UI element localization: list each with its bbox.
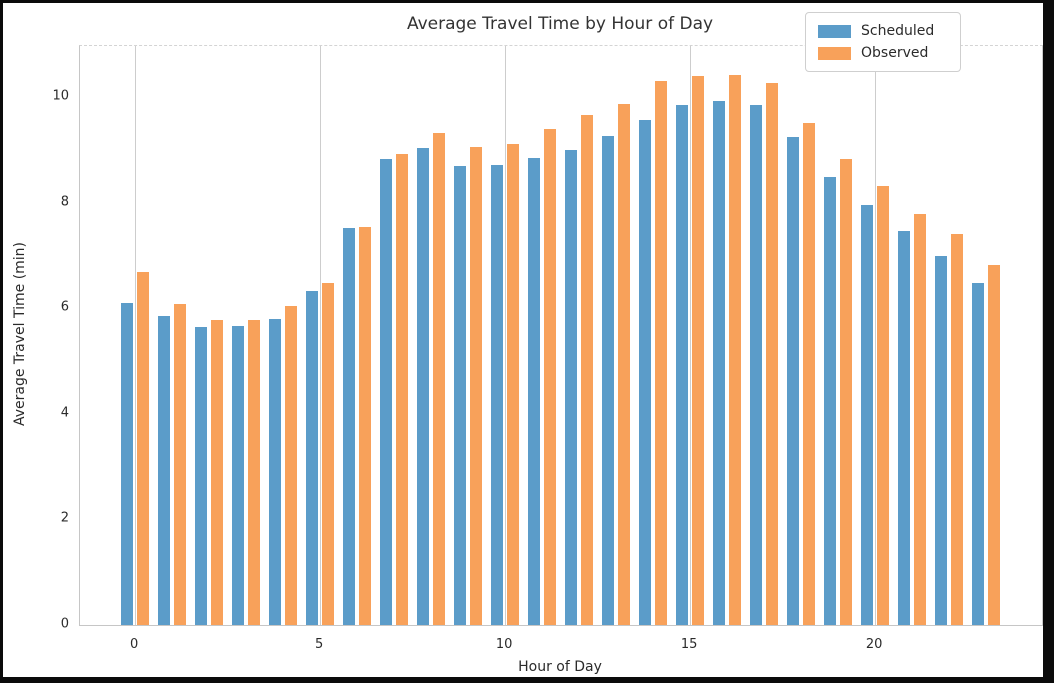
bar-observed-hour-5 bbox=[322, 282, 335, 625]
bar-scheduled-hour-17 bbox=[750, 105, 763, 625]
bar-scheduled-hour-4 bbox=[269, 318, 282, 625]
x-tick-label-15: 15 bbox=[680, 637, 698, 652]
legend-item-observed: Observed bbox=[818, 42, 950, 64]
bar-observed-hour-18 bbox=[803, 123, 816, 625]
bar-observed-hour-21 bbox=[914, 213, 927, 625]
bar-observed-hour-16 bbox=[729, 75, 742, 625]
bar-scheduled-hour-10 bbox=[491, 165, 504, 625]
x-tick-label-5: 5 bbox=[315, 637, 324, 652]
bar-scheduled-hour-20 bbox=[861, 204, 874, 625]
legend-label: Observed bbox=[861, 45, 929, 61]
bar-scheduled-hour-15 bbox=[676, 105, 689, 625]
bar-scheduled-hour-0 bbox=[121, 303, 134, 625]
y-tick-label-6: 6 bbox=[60, 299, 69, 315]
bar-observed-hour-13 bbox=[618, 104, 631, 625]
chart-figure: Average Travel Time by Hour of Day 0 2 4 6 8… bbox=[3, 3, 1043, 677]
bar-observed-hour-9 bbox=[470, 146, 483, 625]
bar-observed-hour-8 bbox=[433, 132, 446, 625]
bar-observed-hour-1 bbox=[174, 304, 187, 625]
legend-item-scheduled: Scheduled bbox=[818, 20, 950, 42]
bar-observed-hour-11 bbox=[544, 128, 557, 625]
chart-title: Average Travel Time by Hour of Day bbox=[406, 14, 714, 34]
bar-observed-hour-6 bbox=[359, 226, 372, 625]
bar-scheduled-hour-6 bbox=[343, 228, 356, 625]
bar-observed-hour-0 bbox=[137, 272, 150, 625]
bar-observed-hour-20 bbox=[877, 186, 890, 625]
y-tick-label-0: 0 bbox=[60, 616, 69, 632]
legend-swatch-icon bbox=[818, 24, 851, 38]
bar-observed-hour-17 bbox=[766, 83, 779, 625]
bar-scheduled-hour-16 bbox=[713, 100, 726, 625]
bar-scheduled-hour-18 bbox=[787, 137, 800, 625]
x-tick-label-10: 10 bbox=[495, 637, 513, 652]
y-tick-label-8: 8 bbox=[60, 194, 69, 210]
bar-scheduled-hour-9 bbox=[454, 165, 467, 625]
gridline-hour-20 bbox=[874, 46, 876, 625]
gridline-hour-0 bbox=[134, 46, 136, 625]
x-tick-label-20: 20 bbox=[865, 637, 883, 652]
bar-scheduled-hour-14 bbox=[639, 120, 652, 625]
gridline-hour-5 bbox=[319, 46, 321, 625]
bar-observed-hour-7 bbox=[396, 154, 409, 625]
y-axis-label: Average Travel Time (min) bbox=[12, 241, 28, 427]
bar-observed-hour-10 bbox=[507, 143, 520, 625]
bar-scheduled-hour-23 bbox=[972, 282, 985, 625]
bar-scheduled-hour-22 bbox=[935, 256, 948, 625]
bar-observed-hour-3 bbox=[248, 320, 261, 625]
bar-observed-hour-22 bbox=[951, 234, 964, 625]
bar-scheduled-hour-1 bbox=[158, 316, 171, 625]
bar-scheduled-hour-13 bbox=[602, 135, 615, 625]
bar-scheduled-hour-3 bbox=[232, 325, 245, 625]
x-axis-label: Hour of Day bbox=[518, 659, 602, 675]
bar-observed-hour-19 bbox=[840, 159, 853, 625]
plot-area bbox=[79, 45, 1043, 626]
gridline-hour-10 bbox=[504, 46, 506, 625]
x-tick-label-0: 0 bbox=[130, 637, 139, 652]
y-tick-label-10: 10 bbox=[52, 88, 69, 104]
y-tick-label-4: 4 bbox=[60, 405, 69, 421]
legend-swatch-icon bbox=[818, 46, 851, 60]
bar-observed-hour-12 bbox=[581, 115, 594, 625]
y-tick-label-2: 2 bbox=[60, 510, 69, 526]
legend: Scheduled Observed bbox=[805, 12, 961, 72]
bar-scheduled-hour-7 bbox=[380, 158, 393, 625]
bar-observed-hour-4 bbox=[285, 305, 298, 625]
bar-scheduled-hour-19 bbox=[824, 177, 837, 625]
bar-observed-hour-15 bbox=[692, 76, 705, 625]
bar-observed-hour-2 bbox=[211, 319, 224, 625]
bar-observed-hour-23 bbox=[988, 265, 1001, 625]
bar-observed-hour-14 bbox=[655, 81, 668, 625]
bar-scheduled-hour-21 bbox=[898, 231, 911, 625]
legend-label: Scheduled bbox=[861, 23, 935, 39]
gridline-hour-15 bbox=[689, 46, 691, 625]
bar-scheduled-hour-12 bbox=[565, 149, 578, 625]
bar-scheduled-hour-2 bbox=[195, 326, 208, 625]
bar-scheduled-hour-8 bbox=[417, 147, 430, 625]
bar-scheduled-hour-11 bbox=[528, 157, 541, 625]
bar-scheduled-hour-5 bbox=[306, 290, 319, 625]
